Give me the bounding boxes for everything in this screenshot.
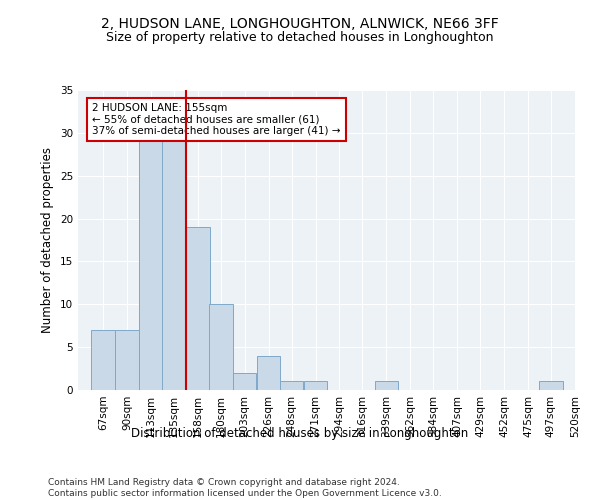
Bar — [91, 330, 115, 390]
Bar — [374, 382, 398, 390]
Bar — [139, 142, 163, 390]
Bar — [257, 356, 280, 390]
Bar — [539, 382, 563, 390]
Bar — [162, 142, 185, 390]
Text: Size of property relative to detached houses in Longhoughton: Size of property relative to detached ho… — [106, 31, 494, 44]
Text: Contains HM Land Registry data © Crown copyright and database right 2024.
Contai: Contains HM Land Registry data © Crown c… — [48, 478, 442, 498]
Text: Distribution of detached houses by size in Longhoughton: Distribution of detached houses by size … — [131, 428, 469, 440]
Text: 2, HUDSON LANE, LONGHOUGHTON, ALNWICK, NE66 3FF: 2, HUDSON LANE, LONGHOUGHTON, ALNWICK, N… — [101, 18, 499, 32]
Y-axis label: Number of detached properties: Number of detached properties — [41, 147, 55, 333]
Bar — [115, 330, 139, 390]
Bar — [304, 382, 327, 390]
Bar — [233, 373, 256, 390]
Bar — [186, 227, 209, 390]
Text: 2 HUDSON LANE: 155sqm
← 55% of detached houses are smaller (61)
37% of semi-deta: 2 HUDSON LANE: 155sqm ← 55% of detached … — [92, 103, 341, 136]
Bar — [209, 304, 233, 390]
Bar — [280, 382, 304, 390]
